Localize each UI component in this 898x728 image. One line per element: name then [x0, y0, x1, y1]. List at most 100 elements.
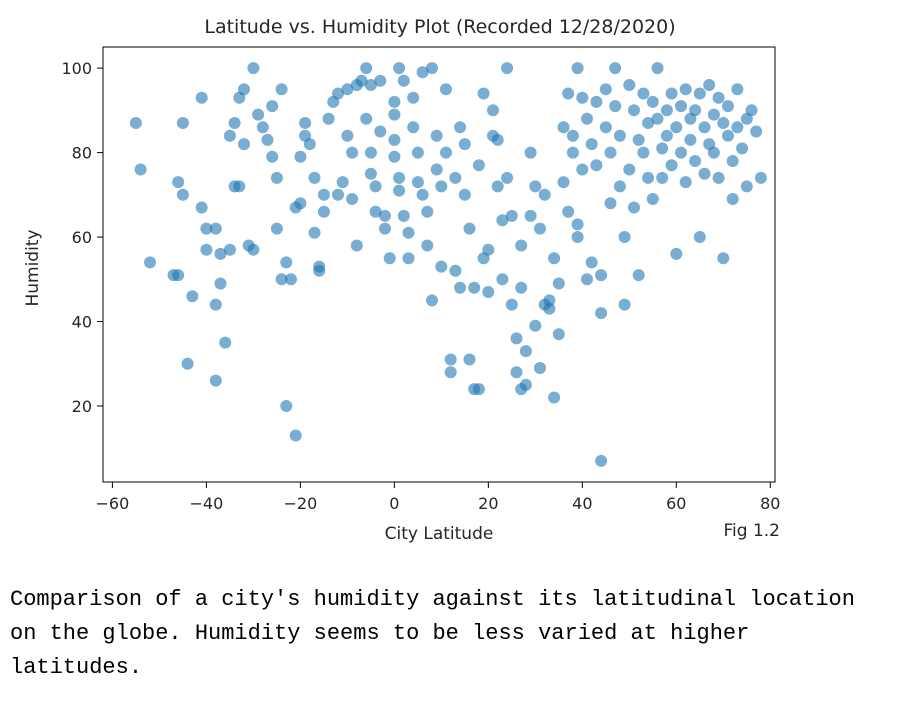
data-point: [369, 180, 382, 193]
figure: Latitude vs. Humidity Plot (Recorded 12/…: [23, 16, 780, 544]
data-point: [214, 247, 227, 260]
x-tick-label: −40: [190, 494, 224, 513]
data-point: [576, 163, 589, 176]
data-point: [332, 87, 344, 100]
data-point: [280, 256, 293, 269]
data-point: [364, 146, 377, 159]
data-point: [562, 87, 575, 100]
data-point: [660, 129, 673, 142]
data-point: [388, 95, 401, 108]
data-point: [609, 62, 622, 75]
data-point: [219, 336, 232, 349]
data-point: [651, 112, 664, 125]
data-point: [393, 184, 406, 197]
data-point: [341, 83, 354, 96]
data-point: [491, 180, 504, 193]
data-point: [364, 79, 377, 91]
data-point: [308, 226, 321, 239]
data-point: [684, 133, 697, 146]
data-point: [538, 188, 551, 201]
data-point: [566, 146, 579, 159]
data-point: [707, 146, 720, 159]
data-point: [632, 269, 645, 282]
data-point: [402, 252, 415, 265]
data-point: [651, 62, 664, 75]
data-point: [411, 146, 424, 159]
data-point: [496, 273, 509, 286]
data-point: [712, 171, 725, 184]
data-point: [317, 205, 330, 218]
data-point: [722, 100, 734, 113]
plot-frame: [102, 46, 776, 483]
data-point: [303, 138, 316, 151]
data-point: [379, 222, 391, 235]
data-point: [463, 222, 476, 235]
data-point: [388, 108, 401, 121]
data-point: [726, 155, 739, 167]
data-point: [463, 353, 476, 366]
data-point: [595, 269, 608, 282]
data-point: [172, 269, 185, 282]
y-tick-label: 100: [61, 59, 92, 78]
data-point: [341, 129, 354, 142]
data-point: [515, 239, 528, 252]
data-point: [308, 171, 321, 184]
data-point: [707, 108, 720, 121]
data-point: [679, 83, 692, 96]
data-point: [129, 117, 142, 129]
data-point: [576, 91, 589, 104]
data-point: [595, 454, 608, 467]
data-point: [693, 87, 706, 100]
data-point: [472, 159, 485, 172]
data-point: [223, 243, 236, 256]
data-point: [407, 121, 420, 134]
data-point: [266, 100, 279, 113]
data-point: [247, 243, 260, 256]
data-point: [266, 150, 279, 163]
data-point: [642, 117, 655, 129]
data-point: [717, 117, 730, 129]
data-point: [581, 112, 593, 125]
data-point: [534, 222, 546, 235]
data-point: [618, 231, 631, 243]
y-tick-label: 20: [72, 397, 92, 416]
data-point: [388, 133, 401, 146]
data-point: [285, 273, 297, 286]
data-point: [421, 205, 434, 218]
data-point: [256, 121, 269, 134]
data-point: [313, 264, 326, 277]
data-point: [472, 383, 485, 396]
data-point: [195, 201, 208, 214]
data-point: [336, 176, 349, 189]
data-point: [388, 150, 401, 163]
data-point: [294, 197, 307, 210]
data-point: [449, 264, 462, 277]
data-point: [628, 201, 640, 214]
data-point: [675, 146, 687, 159]
data-point: [134, 163, 147, 176]
x-tick-label: 0: [389, 494, 399, 513]
data-point: [543, 294, 556, 307]
data-point: [496, 214, 509, 227]
y-tick-label: 60: [72, 228, 92, 247]
data-point: [407, 91, 420, 104]
data-point: [379, 209, 391, 222]
data-point: [736, 142, 749, 155]
data-point: [534, 362, 546, 374]
data-point: [505, 298, 518, 311]
data-point: [510, 366, 523, 379]
data-point: [440, 83, 452, 96]
data-point: [270, 222, 283, 235]
data-point: [623, 79, 636, 91]
data-point: [214, 277, 227, 290]
ticks-layer: −60 −40 −20 0 20 40 60 80 20 40 60 80 100: [61, 59, 780, 513]
data-point: [397, 209, 410, 222]
data-point: [444, 353, 457, 366]
data-point: [552, 328, 565, 341]
data-point: [524, 146, 537, 159]
data-point: [421, 239, 434, 252]
x-tick-label: −60: [96, 494, 130, 513]
data-point: [613, 180, 626, 193]
data-point: [548, 252, 561, 265]
data-point: [454, 281, 467, 294]
